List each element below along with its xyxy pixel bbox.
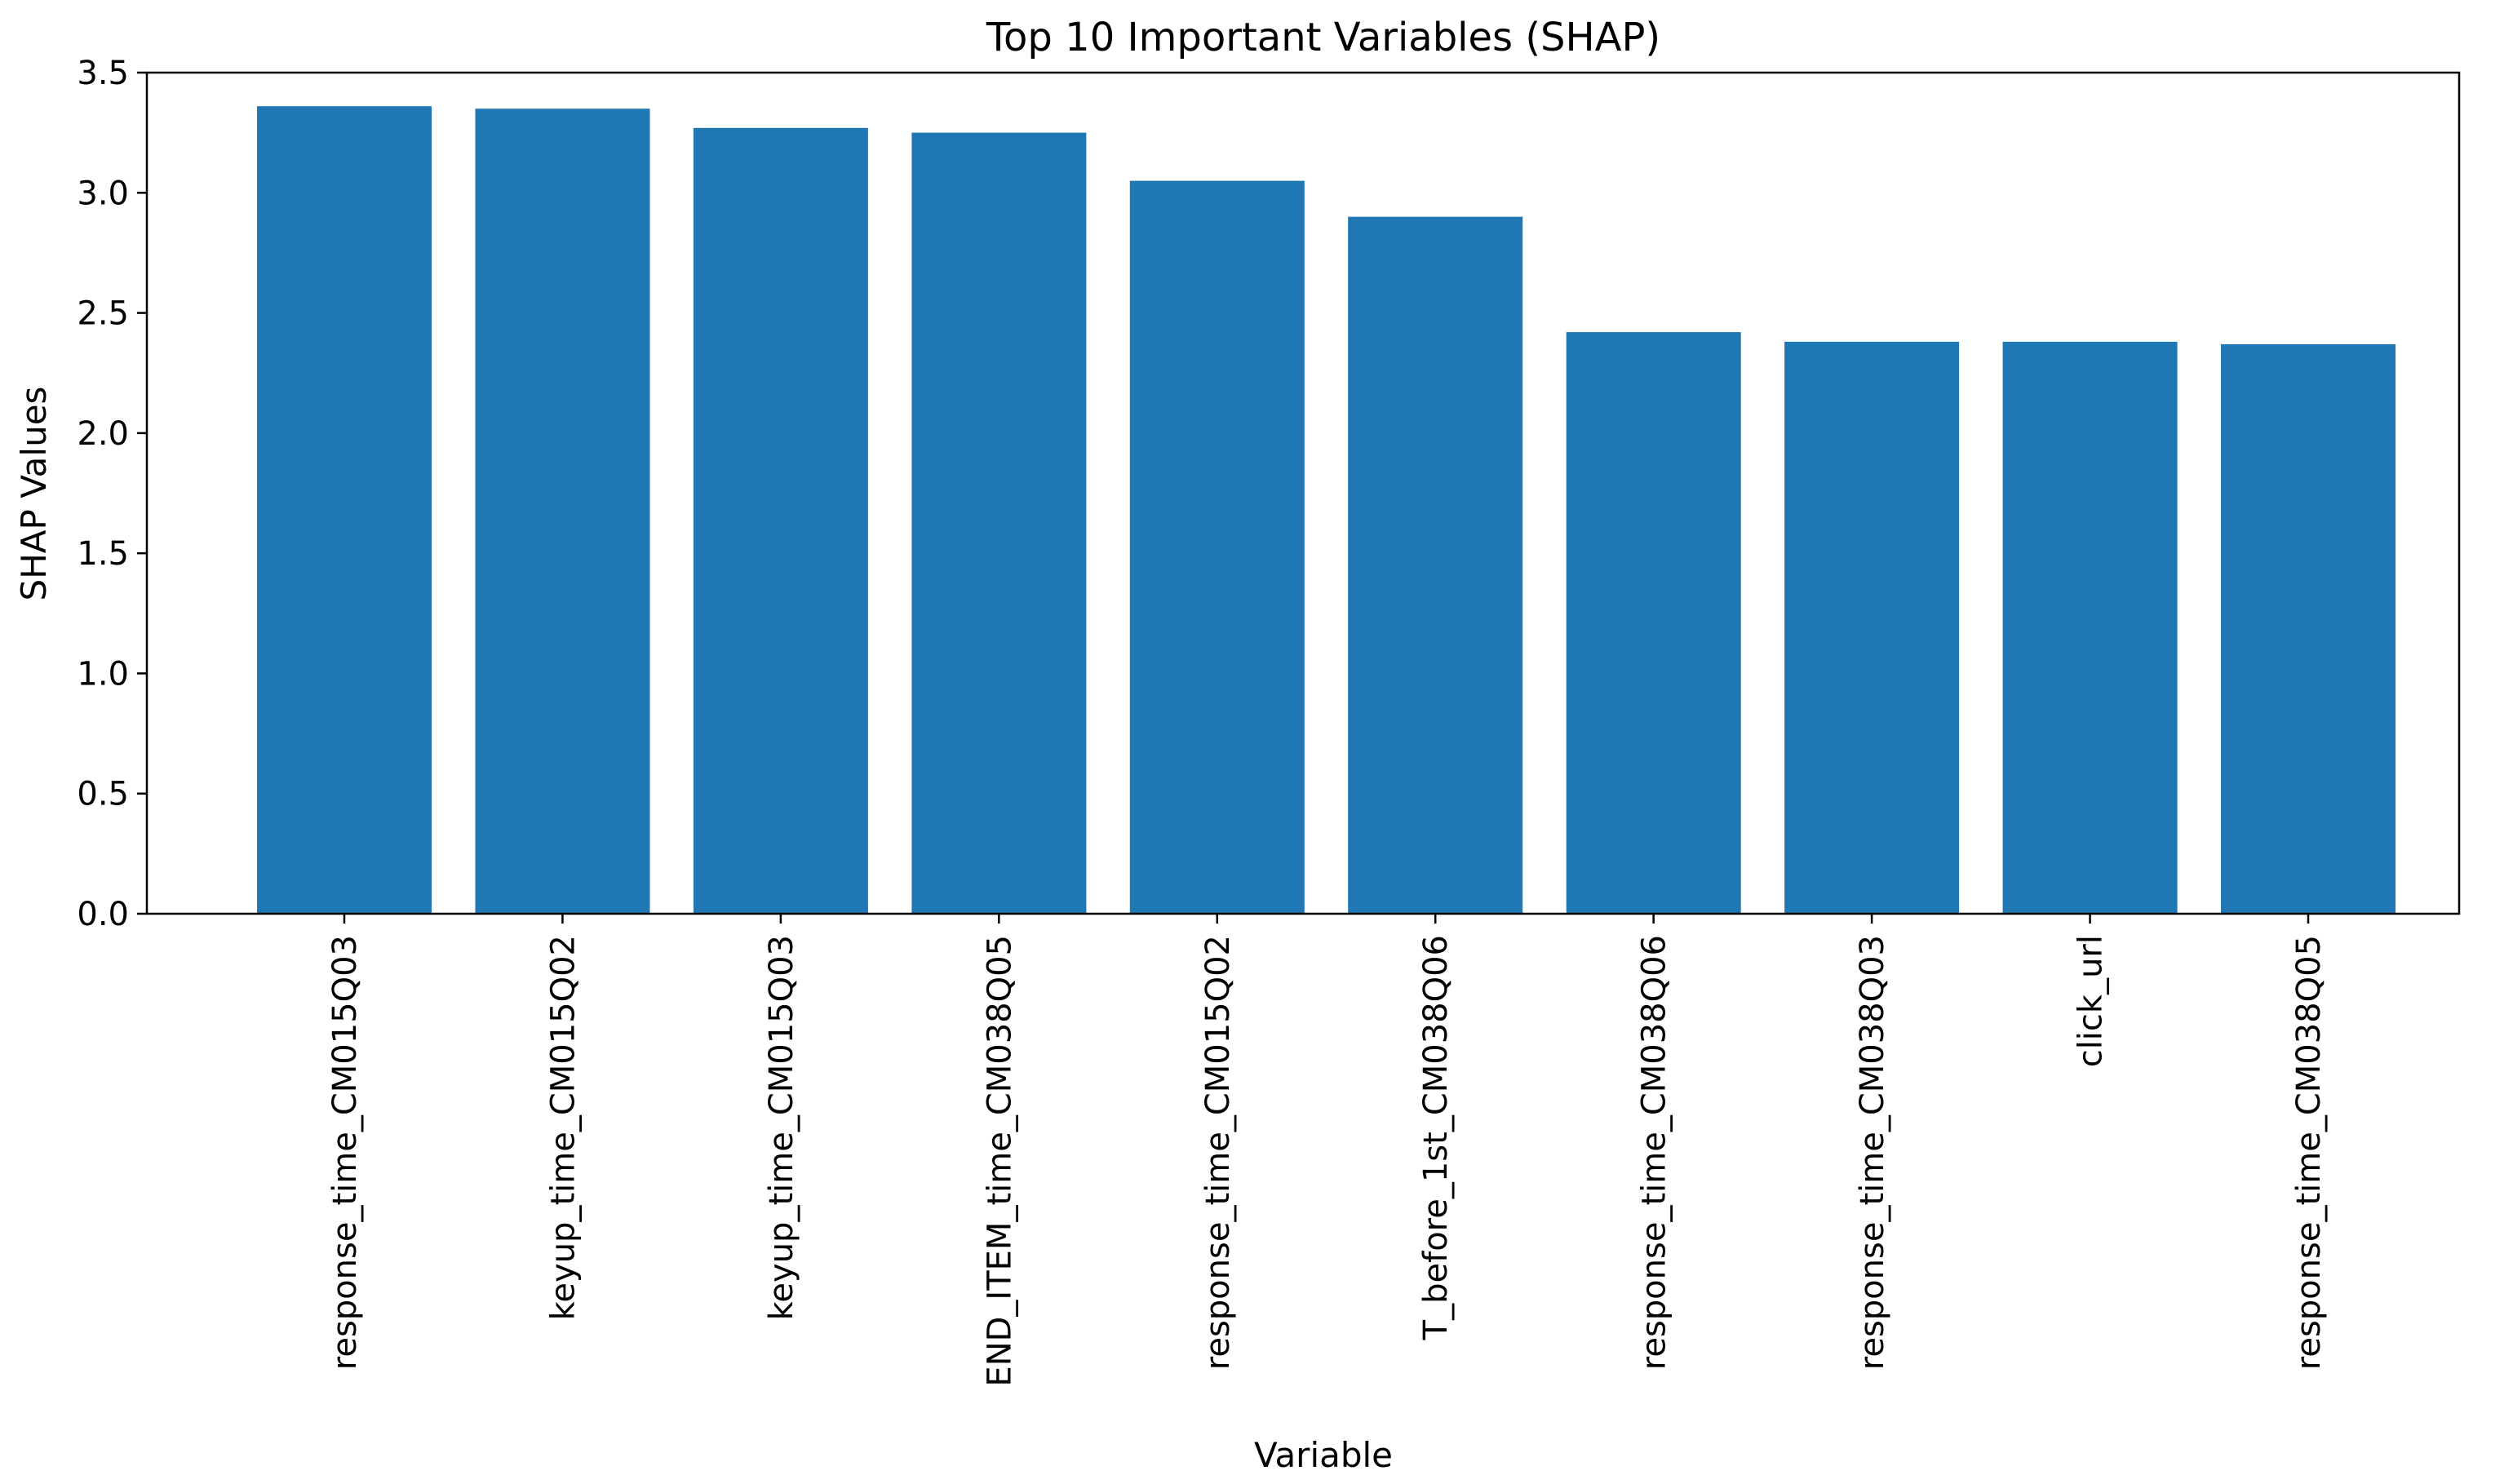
y-tick-label: 2.5 <box>77 295 129 333</box>
x-tick-label: response_time_CM038Q05 <box>2290 935 2328 1370</box>
x-tick-label: click_url <box>2072 935 2110 1067</box>
y-tick-label: 3.0 <box>77 175 129 212</box>
bar-response_time_CM038Q03 <box>1784 341 1960 914</box>
bar-T_before_1st_CM038Q06 <box>1348 216 1523 914</box>
x-tick-label: response_time_CM038Q03 <box>1854 935 1891 1370</box>
y-tick-label: 2.0 <box>77 415 129 453</box>
bar-response_time_CM015Q02 <box>1129 180 1305 915</box>
y-tick-label: 0.5 <box>77 776 129 813</box>
bar-keyup_time_CM015Q02 <box>475 109 650 914</box>
y-tick-label: 3.5 <box>77 55 129 92</box>
bar-response_time_CM038Q05 <box>2221 343 2396 914</box>
x-tick-label: keyup_time_CM015Q02 <box>544 935 582 1320</box>
bar-click_url <box>2002 341 2178 914</box>
x-axis-label: Variable <box>1254 1435 1393 1475</box>
x-tick-label: response_time_CM015Q02 <box>1199 935 1237 1370</box>
y-axis-label: SHAP Values <box>14 387 54 601</box>
y-tick-label: 0.0 <box>77 896 129 933</box>
bar-keyup_time_CM015Q03 <box>693 127 868 915</box>
y-axis: 0.0 0.5 1.0 1.5 2.0 2.5 3.0 3.5 <box>77 55 147 933</box>
y-tick-label: 1.0 <box>77 655 129 693</box>
x-tick-label: response_time_CM015Q03 <box>326 935 364 1370</box>
bar-response_time_CM015Q03 <box>257 106 432 914</box>
bar-END_ITEM_time_CM038Q05 <box>911 132 1087 915</box>
x-tick-label: T_before_1st_CM038Q06 <box>1417 935 1455 1340</box>
x-axis: response_time_CM015Q03 keyup_time_CM015Q0… <box>326 914 2328 1387</box>
x-tick-label: END_ITEM_time_CM038Q05 <box>981 935 1018 1387</box>
axes-frame <box>145 71 2461 915</box>
y-tick-label: 1.5 <box>77 535 129 573</box>
plot-area <box>257 106 2396 915</box>
bar-response_time_CM038Q06 <box>1566 332 1741 915</box>
x-tick-label: keyup_time_CM015Q03 <box>763 935 800 1320</box>
x-tick-label: response_time_CM038Q06 <box>1636 935 1673 1370</box>
chart-title: Top 10 Important Variables (SHAP) <box>986 15 1660 60</box>
